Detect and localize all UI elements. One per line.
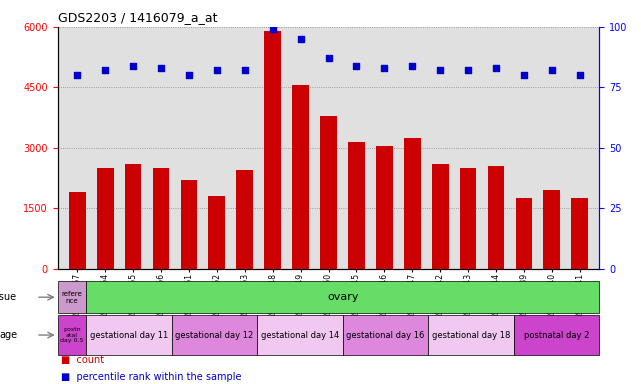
Bar bbox=[208, 196, 225, 269]
Bar bbox=[320, 116, 337, 269]
Text: gestational day 16: gestational day 16 bbox=[346, 331, 425, 339]
Point bbox=[407, 63, 417, 69]
Bar bbox=[69, 192, 86, 269]
Point bbox=[351, 63, 362, 69]
Point bbox=[519, 72, 529, 78]
Text: GDS2203 / 1416079_a_at: GDS2203 / 1416079_a_at bbox=[58, 11, 217, 24]
Point bbox=[547, 67, 557, 73]
Bar bbox=[237, 170, 253, 269]
Text: ovary: ovary bbox=[327, 292, 358, 302]
Bar bbox=[292, 85, 309, 269]
Bar bbox=[181, 180, 197, 269]
Bar bbox=[432, 164, 449, 269]
Text: gestational day 14: gestational day 14 bbox=[261, 331, 339, 339]
Point bbox=[267, 26, 278, 32]
Bar bbox=[172, 315, 257, 355]
Point bbox=[324, 55, 334, 61]
Text: refere
nce: refere nce bbox=[62, 291, 82, 304]
Bar bbox=[515, 198, 532, 269]
Bar bbox=[58, 315, 86, 355]
Bar bbox=[404, 138, 420, 269]
Point bbox=[212, 67, 222, 73]
Point bbox=[240, 67, 250, 73]
Bar bbox=[257, 315, 343, 355]
Point bbox=[575, 72, 585, 78]
Text: ■  percentile rank within the sample: ■ percentile rank within the sample bbox=[61, 372, 242, 382]
Bar bbox=[544, 190, 560, 269]
Bar bbox=[97, 168, 113, 269]
Bar bbox=[571, 198, 588, 269]
Bar bbox=[348, 142, 365, 269]
Bar bbox=[376, 146, 393, 269]
Point bbox=[72, 72, 82, 78]
Bar bbox=[125, 164, 142, 269]
Bar bbox=[514, 315, 599, 355]
Text: gestational day 18: gestational day 18 bbox=[432, 331, 510, 339]
Point bbox=[435, 67, 445, 73]
Bar bbox=[86, 315, 172, 355]
Bar bbox=[460, 168, 476, 269]
Bar bbox=[343, 315, 428, 355]
Point bbox=[100, 67, 110, 73]
Bar bbox=[264, 31, 281, 269]
Bar bbox=[488, 166, 504, 269]
Point bbox=[296, 36, 306, 42]
Bar bbox=[58, 281, 86, 313]
Point bbox=[128, 63, 138, 69]
Point bbox=[184, 72, 194, 78]
Point bbox=[491, 65, 501, 71]
Point bbox=[463, 67, 473, 73]
Text: age: age bbox=[0, 330, 17, 340]
Text: ■  count: ■ count bbox=[61, 355, 104, 365]
Text: postn
atal
day 0.5: postn atal day 0.5 bbox=[60, 327, 83, 343]
Text: tissue: tissue bbox=[0, 292, 17, 302]
Bar bbox=[428, 315, 514, 355]
Text: postnatal day 2: postnatal day 2 bbox=[524, 331, 589, 339]
Text: gestational day 12: gestational day 12 bbox=[176, 331, 254, 339]
Text: gestational day 11: gestational day 11 bbox=[90, 331, 168, 339]
Point bbox=[379, 65, 390, 71]
Point bbox=[156, 65, 166, 71]
Bar bbox=[153, 168, 169, 269]
